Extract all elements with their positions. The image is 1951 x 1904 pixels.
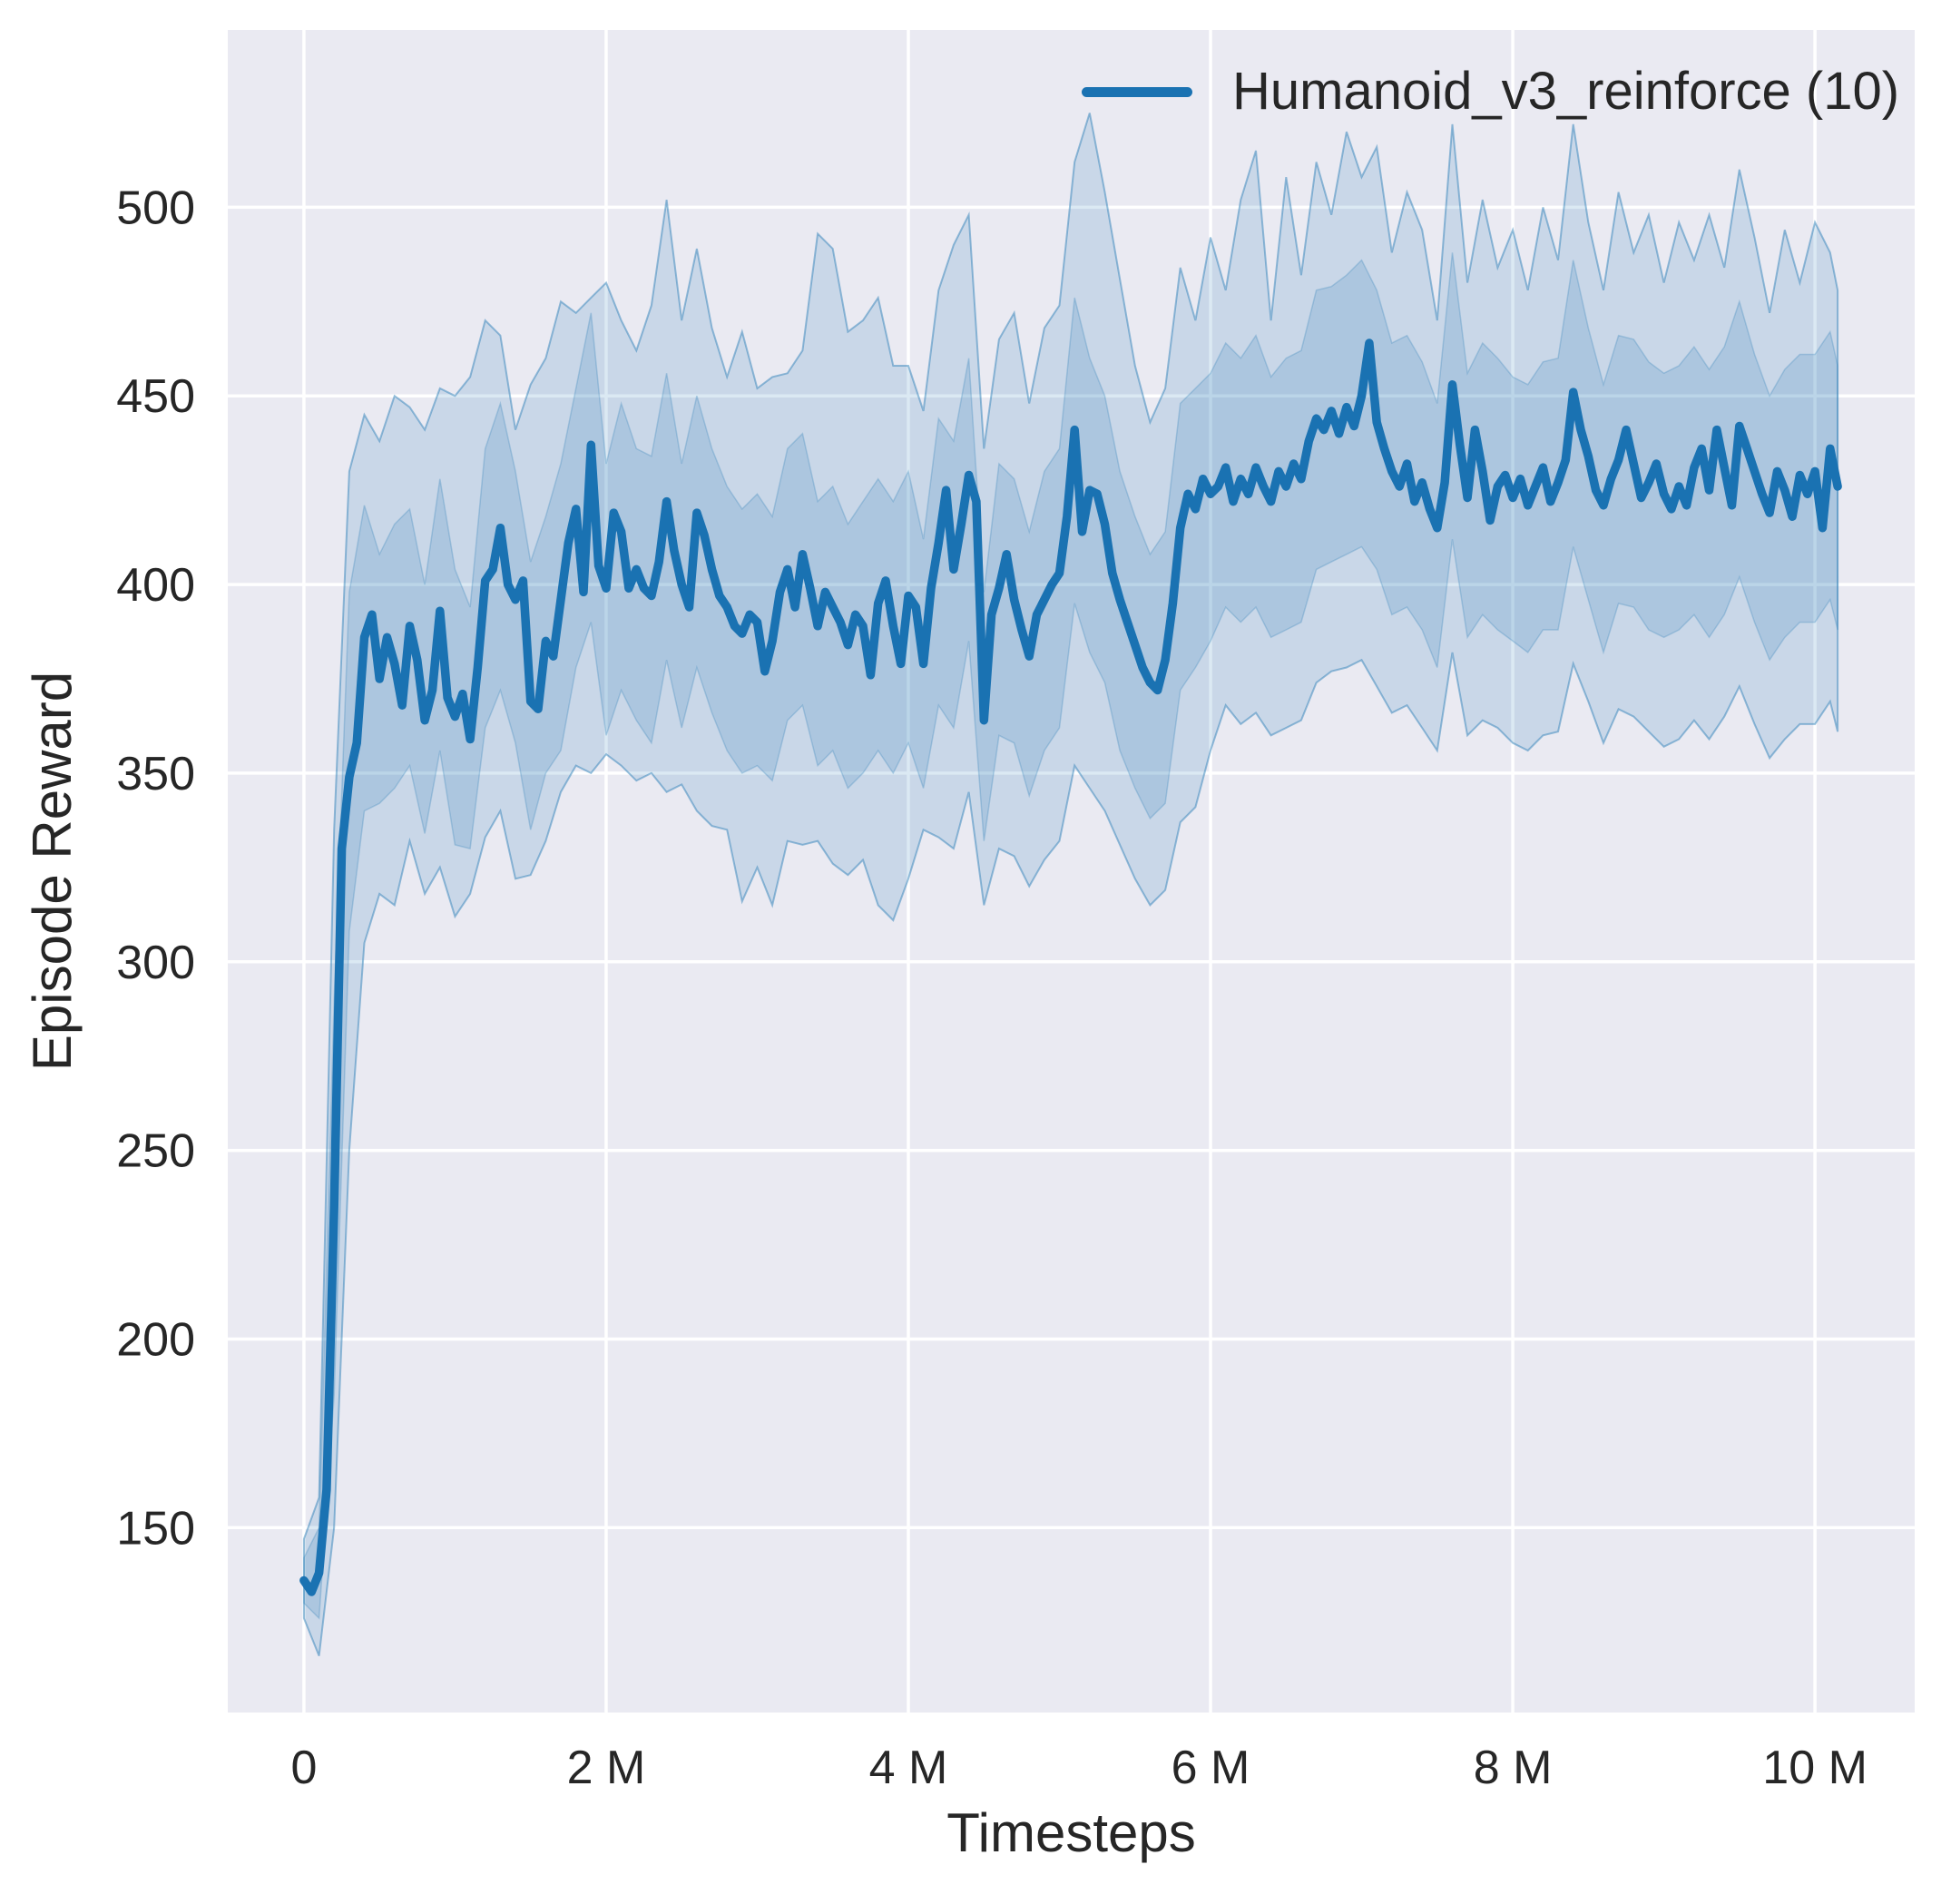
x-tick-label: 10 M — [1762, 1742, 1868, 1794]
tick-labels: 150 200 250 300 350 400 450 500 0 2 M 4 M 6 M 8 M 10 … — [116, 182, 1868, 1794]
band-outer-minmax — [302, 113, 1839, 1656]
gridlines — [228, 30, 1915, 1713]
plot-panel — [228, 30, 1915, 1713]
legend-label: Humanoid_v3_reinforce (10) — [1232, 62, 1900, 121]
legend: Humanoid_v3_reinforce (10) — [1082, 62, 1899, 123]
y-tick-label: 250 — [116, 1125, 195, 1178]
x-tick-label: 6 M — [1172, 1742, 1250, 1794]
x-tick-label: 0 — [290, 1742, 317, 1794]
y-tick-label: 300 — [116, 937, 195, 989]
y-tick-label: 150 — [116, 1502, 195, 1555]
y-tick-label: 450 — [116, 370, 195, 423]
y-tick-label: 500 — [116, 182, 195, 234]
legend-line-swatch — [1082, 86, 1192, 97]
x-tick-label: 2 M — [567, 1742, 646, 1794]
y-tick-label: 400 — [116, 559, 195, 612]
y-tick-label: 350 — [116, 748, 195, 800]
x-tick-label: 4 M — [869, 1742, 948, 1794]
y-tick-label: 200 — [116, 1313, 195, 1366]
mean-reward-line — [299, 339, 1842, 1596]
data-layer — [299, 113, 1842, 1656]
x-axis-label: Timesteps — [946, 1802, 1196, 1863]
y-axis-label: Episode Reward — [22, 671, 83, 1072]
x-tick-label: 8 M — [1474, 1742, 1553, 1794]
